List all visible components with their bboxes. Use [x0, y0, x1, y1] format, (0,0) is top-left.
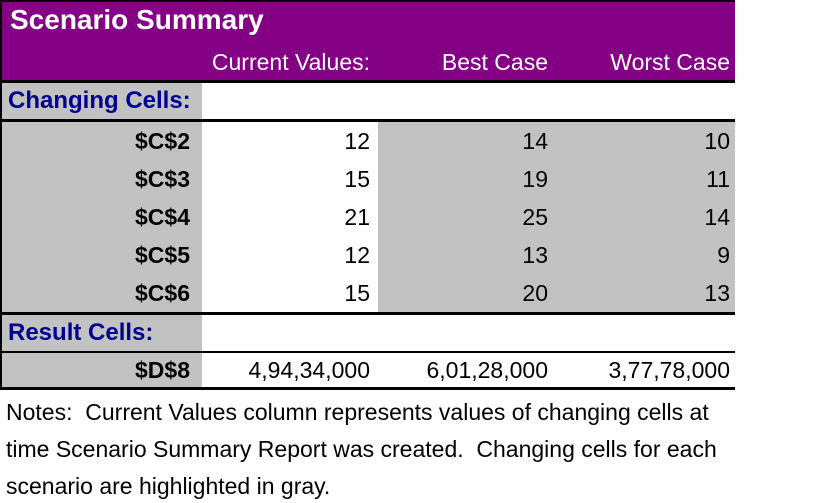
cell-current-value[interactable]: 15 [202, 160, 378, 198]
cell-ref[interactable]: $C$3 [2, 160, 202, 198]
empty-cell [556, 315, 735, 351]
result-cells-label-cell[interactable]: Result Cells: [2, 315, 202, 351]
column-header-spacer [2, 49, 202, 76]
divider-table-bottom [2, 387, 735, 390]
cell-worst-value[interactable]: 10 [556, 122, 735, 160]
empty-cell [378, 315, 556, 351]
cell-worst-value[interactable]: 3,77,78,000 [556, 353, 735, 387]
cell-best-value[interactable]: 19 [378, 160, 556, 198]
report-header-band: Scenario Summary Current Values: Best Ca… [2, 2, 735, 80]
cell-current-value[interactable]: 21 [202, 198, 378, 236]
column-header-worst-case[interactable]: Worst Case [610, 49, 730, 75]
column-header-current-values[interactable]: Current Values: [211, 49, 370, 75]
cell-best-value[interactable]: 14 [378, 122, 556, 160]
empty-cell [556, 83, 735, 119]
column-header-row: Current Values: Best Case Worst Case [2, 49, 735, 76]
cell-ref[interactable]: $C$4 [2, 198, 202, 236]
result-cells-label: Result Cells: [8, 319, 154, 346]
empty-cell [378, 83, 556, 119]
divider-below-changing-label [2, 119, 735, 122]
table-row-c5: $C$5 12 13 9 [2, 236, 735, 274]
divider-below-result-label [2, 351, 735, 353]
divider-above-result-label [2, 312, 735, 315]
cell-current-value[interactable]: 12 [202, 236, 378, 274]
changing-cells-section-row: Changing Cells: [2, 83, 735, 119]
cell-worst-value[interactable]: 14 [556, 198, 735, 236]
table-row-c4: $C$4 21 25 14 [2, 198, 735, 236]
result-cells-section-row: Result Cells: [2, 315, 735, 351]
column-header-best-case[interactable]: Best Case [441, 49, 548, 75]
notes-line: scenario are highlighted in gray. [6, 473, 331, 499]
empty-cell [202, 83, 378, 119]
notes-block: Notes: Current Values column represents … [0, 390, 816, 503]
report-title: Scenario Summary [10, 4, 264, 35]
scenario-summary-table: Scenario Summary Current Values: Best Ca… [0, 0, 735, 390]
cell-ref[interactable]: $C$5 [2, 236, 202, 274]
table-row-d8: $D$8 4,94,34,000 6,01,28,000 3,77,78,000 [2, 353, 735, 387]
cell-best-value[interactable]: 25 [378, 198, 556, 236]
notes-line: time Scenario Summary Report was created… [6, 436, 717, 462]
cell-current-value[interactable]: 15 [202, 274, 378, 312]
cell-worst-value[interactable]: 9 [556, 236, 735, 274]
cell-best-value[interactable]: 13 [378, 236, 556, 274]
table-row-c6: $C$6 15 20 13 [2, 274, 735, 312]
empty-cell [202, 315, 378, 351]
cell-worst-value[interactable]: 11 [556, 160, 735, 198]
cell-current-value[interactable]: 4,94,34,000 [202, 353, 378, 387]
cell-worst-value[interactable]: 13 [556, 274, 735, 312]
divider-below-header [2, 80, 735, 83]
changing-cells-label: Changing Cells: [8, 87, 191, 114]
changing-cells-label-cell[interactable]: Changing Cells: [2, 83, 202, 119]
cell-ref[interactable]: $D$8 [2, 353, 202, 387]
notes-line: Notes: Current Values column represents … [6, 399, 709, 425]
cell-ref[interactable]: $C$2 [2, 122, 202, 160]
cell-best-value[interactable]: 20 [378, 274, 556, 312]
table-row-c2: $C$2 12 14 10 [2, 122, 735, 160]
cell-current-value[interactable]: 12 [202, 122, 378, 160]
cell-best-value[interactable]: 6,01,28,000 [378, 353, 556, 387]
table-row-c3: $C$3 15 19 11 [2, 160, 735, 198]
cell-ref[interactable]: $C$6 [2, 274, 202, 312]
